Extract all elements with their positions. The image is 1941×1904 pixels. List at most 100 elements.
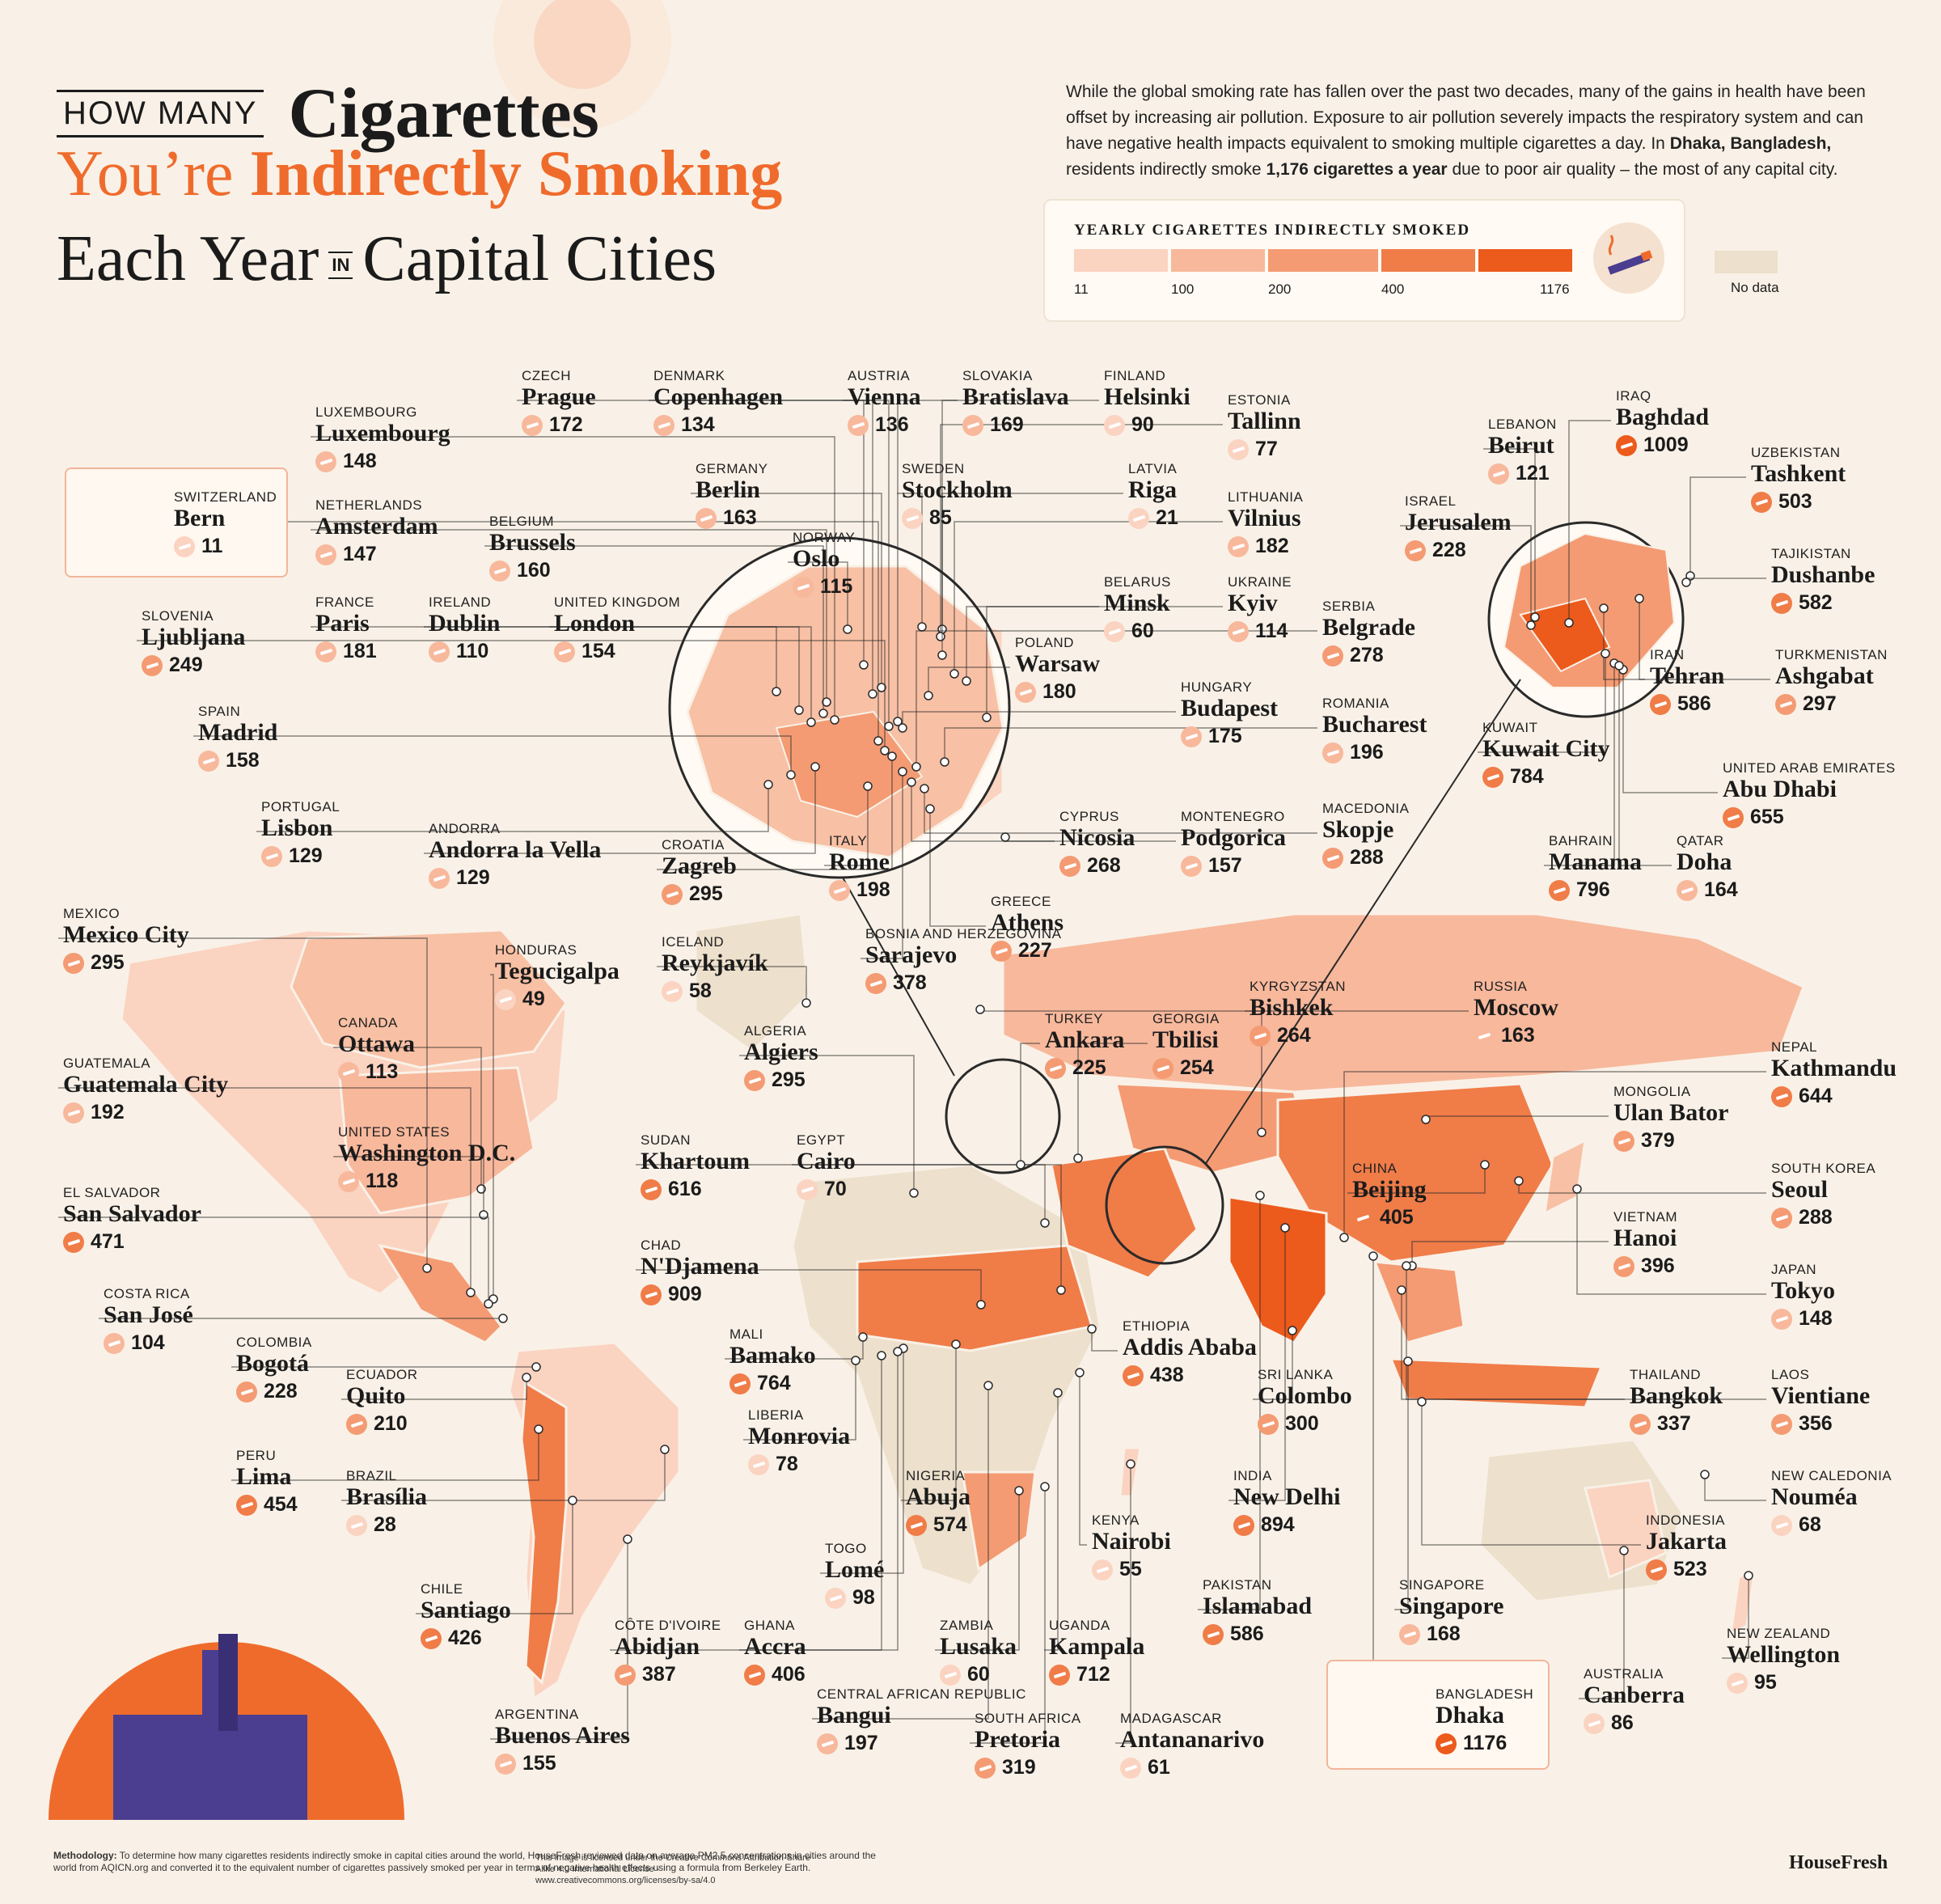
country-name: IRAN: [1650, 647, 1685, 662]
sun-decoration: [534, 0, 631, 89]
cigarette-count: 1009: [1643, 434, 1689, 456]
cigarette-count: 379: [1641, 1129, 1675, 1152]
city-name: Sarajevo: [865, 941, 958, 968]
city-name: Jerusalem: [1405, 509, 1512, 535]
city-label-prague: CZECH Prague 172: [522, 368, 596, 437]
city-name: Lomé: [825, 1556, 885, 1583]
city-value: 426: [421, 1627, 511, 1650]
cigarette-icon: [338, 1170, 359, 1192]
city-value: 192: [63, 1101, 228, 1124]
city-label-vientiane: LAOS Vientiane 356: [1771, 1367, 1870, 1436]
city-label-ankara: TURKEY Ankara 225: [1045, 1011, 1124, 1080]
city-name: Ashgabat: [1775, 662, 1874, 689]
cigarette-icon: [1593, 222, 1664, 294]
cigarette-count: 227: [1018, 939, 1052, 962]
cigarette-icon: [1123, 1365, 1144, 1386]
country-name: KYRGYZSTAN: [1250, 979, 1346, 994]
leader-line-tegucigalpa: [490, 974, 494, 1299]
city-value: 169: [962, 413, 1069, 437]
leader-line-noumea: [1704, 1475, 1766, 1501]
cigarette-count: 160: [517, 559, 551, 582]
city-label-athens: GREECE Athens 227: [991, 894, 1064, 963]
city-value: 70: [797, 1178, 856, 1201]
cigarette-count: 228: [1432, 539, 1466, 561]
city-dot-monrovia: [851, 1356, 861, 1365]
city-name: Baghdad: [1616, 404, 1710, 430]
cigarette-icon: [236, 1494, 257, 1516]
city-name: Lusaka: [940, 1633, 1017, 1660]
city-value: 61: [1120, 1756, 1264, 1779]
city-name: Cairo: [797, 1148, 856, 1174]
city-name: Beirut: [1488, 432, 1554, 459]
city-dot-luxembourg: [830, 715, 839, 725]
city-value: 175: [1181, 725, 1278, 748]
city-value: 86: [1584, 1711, 1685, 1735]
cigarette-count: 118: [366, 1170, 399, 1192]
sun-glow: [493, 0, 671, 129]
country-name: GUATEMALA: [63, 1056, 151, 1071]
city-label-bangui: CENTRAL AFRICAN REPUBLIC Bangui 197: [817, 1686, 1026, 1755]
cigarette-count: 894: [1261, 1513, 1295, 1536]
city-value: 49: [495, 988, 620, 1011]
leader-line-accra: [739, 1352, 899, 1651]
country-name: CANADA: [338, 1015, 398, 1030]
city-value: 586: [1650, 692, 1724, 716]
country-name: CHILE: [421, 1581, 463, 1597]
leader-line-tashkent: [1689, 476, 1746, 576]
city-label-paris: FRANCE Paris 181: [315, 594, 377, 663]
country-name: GHANA: [744, 1618, 795, 1633]
city-dot-sansalvador: [484, 1299, 493, 1309]
city-label-beirut: LEBANON Beirut 121: [1488, 417, 1557, 485]
city-name: Nairobi: [1092, 1528, 1171, 1555]
city-value: 115: [793, 575, 855, 599]
city-dot-seoul: [1514, 1176, 1524, 1186]
cigarette-count: 387: [642, 1663, 676, 1686]
city-dot-athens: [925, 804, 935, 814]
cigarette-count: 98: [852, 1586, 875, 1609]
city-name: Bamako: [729, 1342, 816, 1369]
cigarette-icon: [1775, 693, 1796, 715]
cigarette-count: 438: [1150, 1364, 1184, 1386]
cigarette-count: 163: [1501, 1024, 1535, 1047]
country-name: POLAND: [1015, 635, 1074, 650]
cigarette-count: 158: [226, 749, 260, 772]
cigarette-count: 148: [1799, 1307, 1833, 1330]
city-value: 503: [1751, 490, 1846, 514]
city-dot-colombo: [1288, 1326, 1297, 1335]
cigarette-count: 198: [856, 878, 890, 901]
city-name: Vilnius: [1228, 505, 1301, 531]
city-name: Tallinn: [1228, 408, 1301, 434]
country-name: THAILAND: [1630, 1367, 1702, 1382]
leader-line-berlin: [691, 493, 882, 688]
cigarette-icon: [1059, 855, 1080, 877]
city-label-antananarivo: MADAGASCAR Antananarivo 61: [1120, 1711, 1264, 1779]
cigarette-count: 264: [1277, 1024, 1311, 1047]
cigarette-count: 155: [522, 1752, 556, 1775]
country-name: SLOVAKIA: [962, 368, 1033, 383]
country-name: AUSTRALIA: [1584, 1666, 1664, 1682]
city-label-cairo: EGYPT Cairo 70: [797, 1132, 856, 1201]
cigarette-count: 764: [757, 1372, 791, 1394]
city-value: 182: [1228, 535, 1303, 558]
cigarette-icon: [906, 1514, 927, 1536]
cigarette-icon: [1322, 847, 1343, 869]
city-label-berlin: GERMANY Berlin 163: [696, 461, 768, 530]
city-label-riga: LATVIA Riga 21: [1128, 461, 1178, 530]
city-name: Bangui: [817, 1702, 891, 1728]
country-name: PAKISTAN: [1203, 1577, 1272, 1593]
cigarette-count: 796: [1576, 878, 1610, 901]
cigarette-count: 129: [456, 866, 490, 889]
city-dot-mexico: [422, 1263, 432, 1273]
leader-line-madrid: [193, 735, 792, 775]
city-name: Mexico City: [63, 921, 189, 948]
leader-line-amsterdam: [311, 529, 827, 702]
country-name: LATVIA: [1128, 461, 1178, 476]
cigarette-count: 616: [668, 1178, 702, 1200]
country-name: NETHERLANDS: [315, 497, 423, 513]
city-value: 110: [429, 640, 500, 663]
leader-line-bern: [169, 521, 879, 741]
country-name: ESTONIA: [1228, 392, 1291, 408]
cigarette-count: 11: [201, 535, 223, 557]
city-label-lusaka: ZAMBIA Lusaka 60: [940, 1618, 1017, 1686]
city-value: 60: [1104, 620, 1171, 643]
